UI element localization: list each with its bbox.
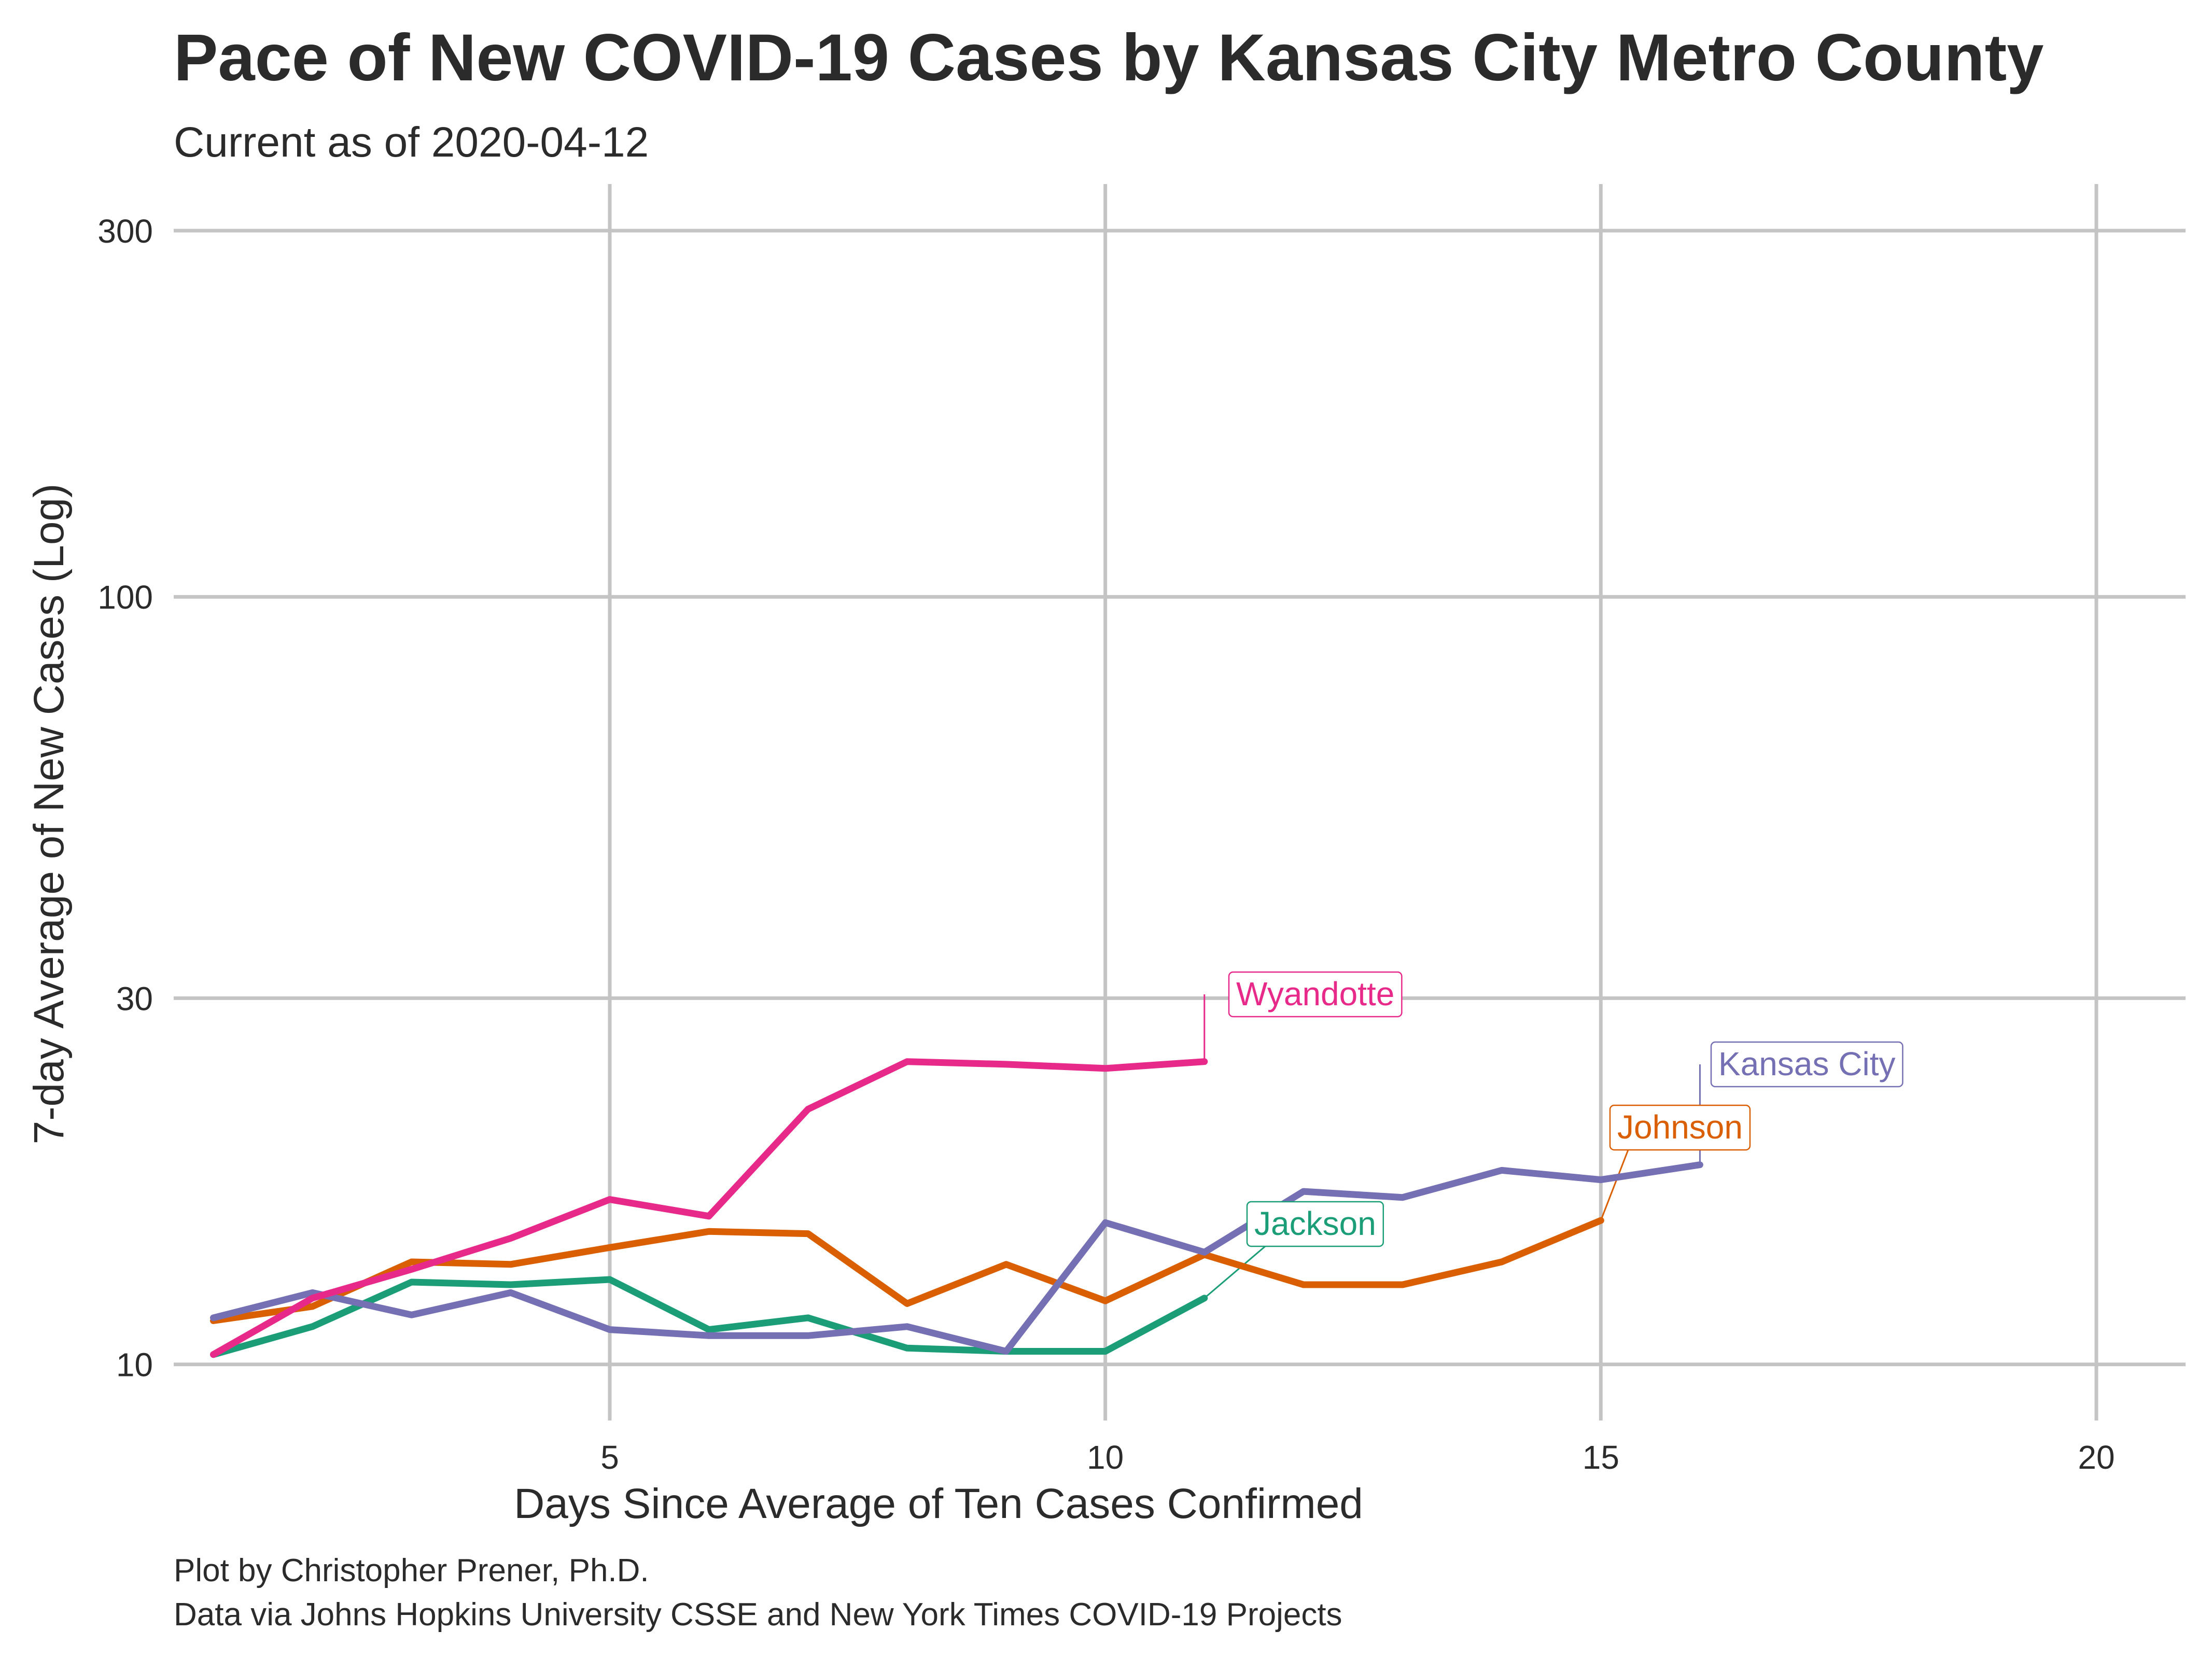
series-label-kansas-city: Kansas City bbox=[1710, 1041, 1903, 1088]
caption-line-1: Plot by Christopher Prener, Ph.D. bbox=[174, 1553, 649, 1588]
series-label-text-jackson: Jackson bbox=[1254, 1205, 1376, 1242]
series-line-wyandotte bbox=[210, 1058, 1208, 1358]
series-callout-jackson bbox=[1203, 1245, 1266, 1299]
series-label-text-wyandotte: Wyandotte bbox=[1236, 975, 1394, 1013]
y-tick-label-300: 300 bbox=[97, 213, 153, 250]
y-axis-tick-labels: 10 30 100 300 bbox=[97, 213, 153, 1384]
y-tick-label-30: 30 bbox=[116, 980, 153, 1017]
series-label-box-jackson bbox=[1246, 1201, 1384, 1247]
series-line-kansas-city bbox=[210, 1161, 1703, 1355]
series-callout-johnson bbox=[1600, 1149, 1629, 1221]
series-line-johnson bbox=[210, 1217, 1604, 1324]
series-label-johnson: Johnson bbox=[1609, 1104, 1751, 1151]
y-axis-title: 7-day Average of New Cases (Log) bbox=[25, 484, 73, 1145]
chart-subtitle: Current as of 2020-04-12 bbox=[174, 119, 649, 166]
gridlines bbox=[174, 184, 2186, 1421]
series-label-box-johnson bbox=[1609, 1104, 1751, 1151]
y-tick-label-10: 10 bbox=[116, 1346, 153, 1384]
series-label-wyandotte: Wyandotte bbox=[1228, 971, 1403, 1018]
caption-line-2: Data via Johns Hopkins University CSSE a… bbox=[174, 1597, 1342, 1633]
x-tick-label-15: 15 bbox=[1583, 1439, 1619, 1476]
x-tick-label-10: 10 bbox=[1087, 1439, 1124, 1476]
series-label-box-wyandotte bbox=[1228, 971, 1403, 1018]
series-line-jackson bbox=[210, 1276, 1208, 1358]
x-tick-label-20: 20 bbox=[2078, 1439, 2115, 1476]
series-label-text-johnson: Johnson bbox=[1617, 1108, 1743, 1146]
series-labels: Johnson Jackson Kansas City Wyandotte bbox=[1228, 971, 1903, 1247]
series-label-text-kansas-city: Kansas City bbox=[1718, 1045, 1895, 1082]
series-lines bbox=[210, 1058, 1703, 1358]
y-tick-label-100: 100 bbox=[97, 579, 153, 616]
series-label-jackson: Jackson bbox=[1246, 1201, 1384, 1247]
x-tick-label-5: 5 bbox=[600, 1439, 619, 1476]
x-axis-tick-labels: 5 10 15 20 bbox=[600, 1439, 2115, 1476]
chart-title: Pace of New COVID-19 Cases by Kansas Cit… bbox=[174, 21, 2043, 95]
series-label-box-kansas-city bbox=[1710, 1041, 1903, 1088]
x-axis-title: Days Since Average of Ten Cases Confirme… bbox=[514, 1480, 1363, 1527]
